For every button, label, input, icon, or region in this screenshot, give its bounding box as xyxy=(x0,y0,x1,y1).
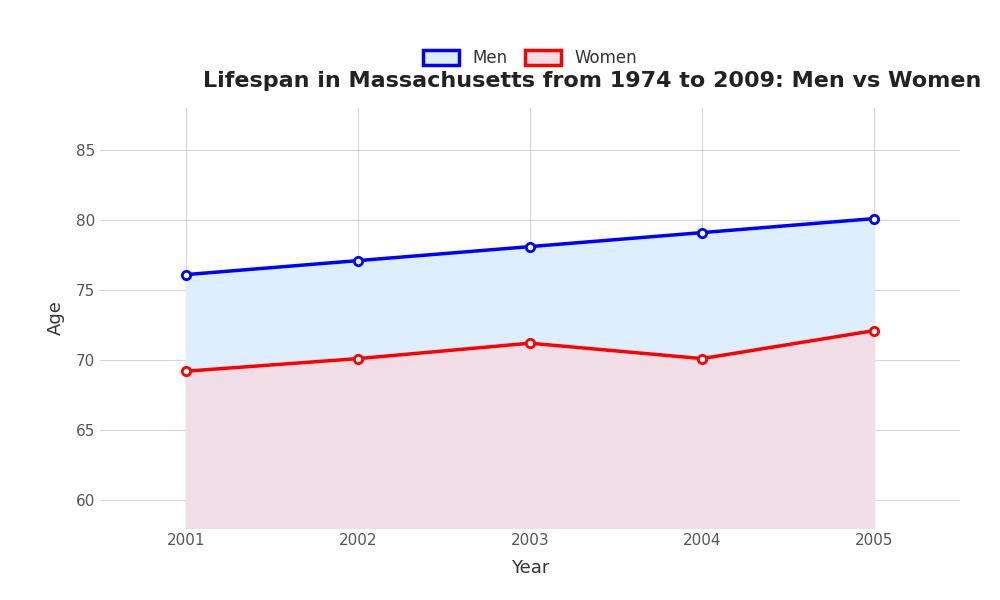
Y-axis label: Age: Age xyxy=(47,301,65,335)
Legend: Men, Women: Men, Women xyxy=(414,41,646,76)
X-axis label: Year: Year xyxy=(511,559,549,577)
Text: Lifespan in Massachusetts from 1974 to 2009: Men vs Women: Lifespan in Massachusetts from 1974 to 2… xyxy=(203,71,982,91)
